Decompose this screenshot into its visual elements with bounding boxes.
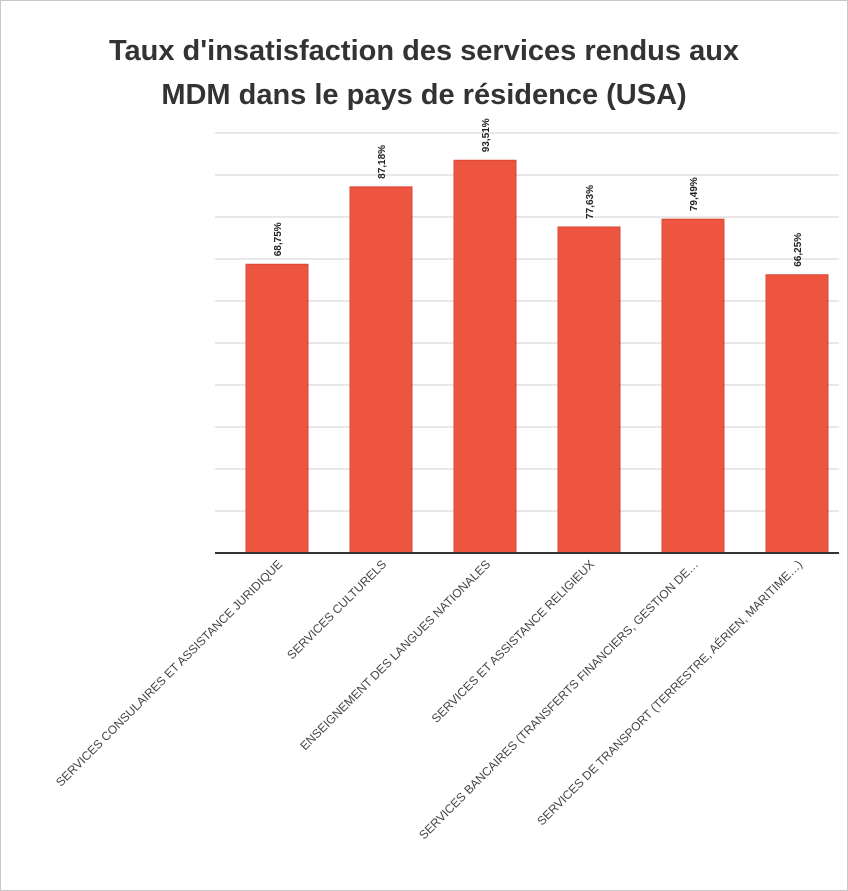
value-label: 93,51% — [481, 118, 492, 152]
x-tick-label: SERVICES ET ASSISTANCE RELIGIEUX — [429, 557, 597, 725]
value-label: 77,63% — [585, 185, 596, 219]
value-label: 79,49% — [689, 177, 700, 211]
bar — [453, 159, 517, 554]
value-label: 68,75% — [273, 222, 284, 256]
value-label: 87,18% — [377, 145, 388, 179]
bar — [661, 218, 725, 554]
bar — [557, 226, 621, 554]
chart-title: Taux d'insatisfaction des services rendu… — [108, 35, 740, 111]
value-label: 66,25% — [793, 233, 804, 267]
bar — [765, 274, 829, 554]
bar — [245, 263, 309, 554]
x-tick-label: SERVICES CULTURELS — [284, 557, 389, 662]
bar — [349, 186, 413, 554]
x-tick-label: SERVICES CONSULAIRES ET ASSISTANCE JURID… — [53, 557, 285, 789]
x-tick-label: ENSEIGNEMENT DES LANGUES NATIONALES — [297, 557, 493, 753]
